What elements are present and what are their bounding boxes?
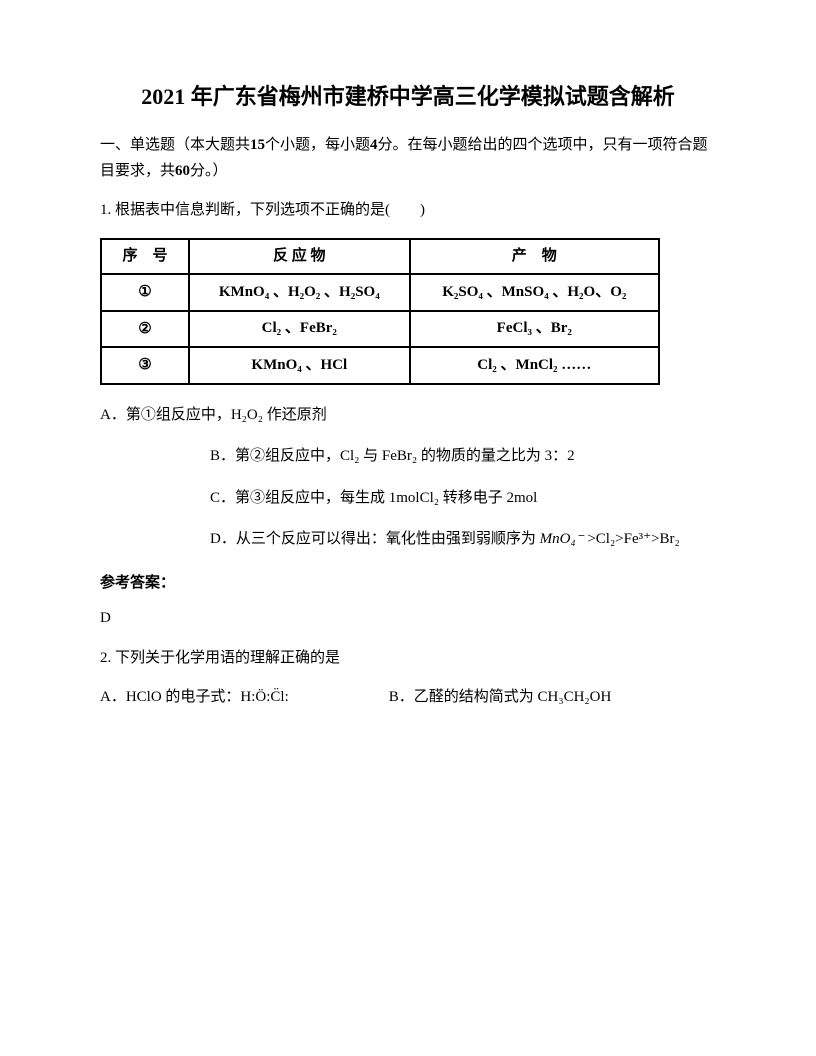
- q1-optd-formula: MnO₄⁻: [540, 531, 584, 547]
- td: KMnO₄ 、H₂O₂ 、H₂SO₄: [189, 274, 410, 311]
- q1-option-c: C．第③组反应中，每生成 1molCl₂ 转移电子 2mol: [210, 486, 716, 512]
- section-mid1: 个小题，每小题: [265, 137, 370, 153]
- table-row: ② Cl₂ 、FeBr₂ FeCl₃ 、Br₂: [101, 311, 659, 348]
- td: Cl₂ 、FeBr₂: [189, 311, 410, 348]
- section-n1: 15: [250, 137, 265, 153]
- td: K₂SO₄ 、MnSO₄ 、H₂O、O₂: [410, 274, 659, 311]
- td: Cl₂ 、MnCl₂ ……: [410, 347, 659, 384]
- q2-opta-formula: H:Ö:C̈l:: [240, 689, 288, 705]
- section-n2: 4: [370, 137, 378, 153]
- q1-option-a: A．第①组反应中，H₂O₂ 作还原剂: [100, 403, 716, 429]
- th-2: 产 物: [410, 239, 659, 275]
- section-pre: 一、单选题（本大题共: [100, 137, 250, 153]
- q1-optd-pre: D．从三个反应可以得出：氧化性由强到弱顺序为: [210, 531, 540, 547]
- answer-label: 参考答案：: [100, 571, 716, 597]
- td: ①: [101, 274, 189, 311]
- td: FeCl₃ 、Br₂: [410, 311, 659, 348]
- section-n3: 60: [175, 163, 190, 179]
- table-row: ③ KMnO₄ 、HCl Cl₂ 、MnCl₂ ……: [101, 347, 659, 384]
- answer-value: D: [100, 606, 716, 632]
- table-row: ① KMnO₄ 、H₂O₂ 、H₂SO₄ K₂SO₄ 、MnSO₄ 、H₂O、O…: [101, 274, 659, 311]
- q1-optd-post: >Cl₂>Fe³⁺>Br₂: [584, 531, 680, 547]
- q1-option-b: B．第②组反应中，Cl₂ 与 FeBr₂ 的物质的量之比为 3：2: [210, 444, 716, 470]
- q2-options-row: A．HClO 的电子式：H:Ö:C̈l: B．乙醛的结构简式为 CH₃CH₂OH: [100, 685, 716, 711]
- th-1: 反 应 物: [189, 239, 410, 275]
- q1-option-d: D．从三个反应可以得出：氧化性由强到弱顺序为 MnO₄⁻ >Cl₂>Fe³⁺>B…: [210, 527, 716, 553]
- q1-table: 序 号 反 应 物 产 物 ① KMnO₄ 、H₂O₂ 、H₂SO₄ K₂SO₄…: [100, 238, 660, 385]
- td: ③: [101, 347, 189, 384]
- page-title: 2021 年广东省梅州市建桥中学高三化学模拟试题含解析: [100, 80, 716, 113]
- td: ②: [101, 311, 189, 348]
- q2-opta-pre: A．HClO 的电子式：: [100, 689, 240, 705]
- q2-option-a: A．HClO 的电子式：H:Ö:C̈l:: [100, 685, 289, 711]
- th-0: 序 号: [101, 239, 189, 275]
- table-header-row: 序 号 反 应 物 产 物: [101, 239, 659, 275]
- q2-stem: 2. 下列关于化学用语的理解正确的是: [100, 646, 716, 672]
- section-header: 一、单选题（本大题共15个小题，每小题4分。在每小题给出的四个选项中，只有一项符…: [100, 133, 716, 184]
- q1-stem: 1. 根据表中信息判断，下列选项不正确的是( ): [100, 198, 716, 224]
- q2-option-b: B．乙醛的结构简式为 CH₃CH₂OH: [389, 685, 612, 711]
- td: KMnO₄ 、HCl: [189, 347, 410, 384]
- section-post: 分。）: [190, 163, 228, 179]
